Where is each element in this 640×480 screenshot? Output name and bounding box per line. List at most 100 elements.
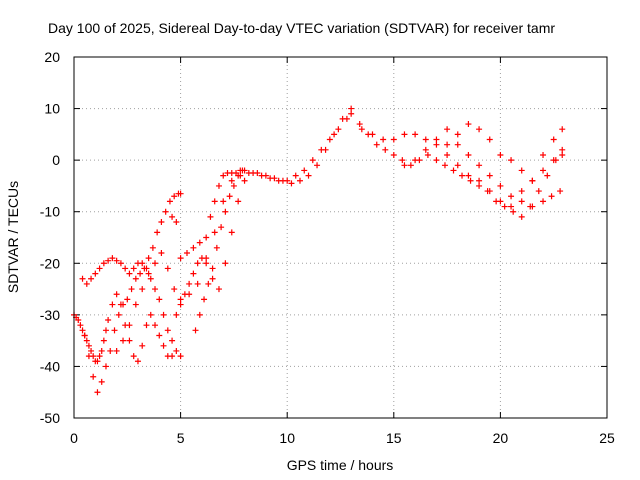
data-point — [113, 291, 120, 298]
x-tick-label: 15 — [386, 430, 402, 446]
data-point — [497, 182, 504, 189]
data-point — [254, 170, 261, 177]
data-point — [559, 151, 566, 158]
data-point — [85, 342, 92, 349]
data-point — [98, 347, 105, 354]
y-axis-label: SDTVAR / TECUs — [5, 181, 21, 293]
data-point — [207, 213, 214, 220]
data-point — [194, 280, 201, 287]
series-8 — [444, 121, 566, 184]
data-point — [557, 188, 564, 195]
data-point — [508, 193, 515, 200]
data-point — [540, 167, 547, 174]
data-point — [454, 131, 461, 138]
data-point — [141, 265, 148, 272]
data-point — [356, 121, 363, 128]
data-point — [235, 198, 242, 205]
data-point — [203, 234, 210, 241]
data-point — [105, 317, 112, 324]
data-point — [160, 342, 167, 349]
data-point — [126, 337, 133, 344]
data-point — [401, 162, 408, 169]
data-point — [497, 151, 504, 158]
data-point — [139, 286, 146, 293]
data-point — [422, 136, 429, 143]
data-point — [518, 198, 525, 205]
data-point — [476, 162, 483, 169]
data-point — [305, 172, 312, 179]
data-point — [177, 301, 184, 308]
data-point — [220, 172, 227, 179]
data-point — [88, 275, 95, 282]
data-point — [454, 141, 461, 148]
data-point — [83, 337, 90, 344]
data-point — [105, 257, 112, 264]
data-point — [215, 182, 222, 189]
data-point — [137, 270, 144, 277]
data-point — [215, 286, 222, 293]
y-tick-label: -10 — [40, 204, 60, 220]
data-point — [339, 115, 346, 122]
data-point — [186, 291, 193, 298]
data-point — [369, 131, 376, 138]
axis-ticks: 0 5 10 15 20 25 20 10 0 -10 -20 -30 -40 -50 — [40, 49, 615, 446]
data-point — [559, 146, 566, 153]
data-point — [132, 275, 139, 282]
data-point — [412, 157, 419, 164]
data-point — [467, 177, 474, 184]
data-point — [245, 170, 252, 177]
data-point — [173, 219, 180, 226]
data-point — [92, 270, 99, 277]
data-point — [102, 363, 109, 370]
y-tick-label: 0 — [52, 152, 60, 168]
data-point — [152, 322, 159, 329]
data-point — [128, 286, 135, 293]
data-point — [130, 353, 137, 360]
data-point — [486, 172, 493, 179]
data-point — [239, 167, 246, 174]
series-1 — [79, 255, 184, 360]
y-tick-label: -20 — [40, 255, 60, 271]
data-point — [162, 208, 169, 215]
data-point — [529, 177, 536, 184]
data-point — [296, 177, 303, 184]
data-point — [228, 229, 235, 236]
data-point — [529, 203, 536, 210]
data-point — [211, 198, 218, 205]
data-point — [433, 136, 440, 143]
data-point — [156, 296, 163, 303]
data-point — [444, 126, 451, 133]
data-point — [98, 378, 105, 385]
data-point — [288, 180, 295, 187]
data-point — [177, 296, 184, 303]
series-7 — [401, 126, 564, 210]
data-point — [292, 172, 299, 179]
x-tick-label: 10 — [279, 430, 295, 446]
data-point — [147, 275, 154, 282]
data-point — [382, 146, 389, 153]
data-point — [196, 311, 203, 318]
y-tick-label: -40 — [40, 358, 60, 374]
data-point — [486, 188, 493, 195]
data-point — [113, 347, 120, 354]
data-point — [109, 301, 116, 308]
data-point — [540, 151, 547, 158]
data-point — [171, 286, 178, 293]
data-point — [160, 311, 167, 318]
data-point — [190, 244, 197, 251]
data-point — [508, 203, 515, 210]
data-point — [113, 257, 120, 264]
data-point — [497, 198, 504, 205]
x-tick-label: 5 — [177, 430, 185, 446]
plot-frame — [73, 56, 608, 419]
data-point — [518, 188, 525, 195]
data-point — [169, 353, 176, 360]
data-point — [120, 301, 127, 308]
data-point — [335, 126, 342, 133]
data-point — [510, 208, 517, 215]
data-point — [322, 146, 329, 153]
data-point — [228, 177, 235, 184]
data-point — [424, 151, 431, 158]
data-point — [81, 332, 88, 339]
data-point — [444, 141, 451, 148]
